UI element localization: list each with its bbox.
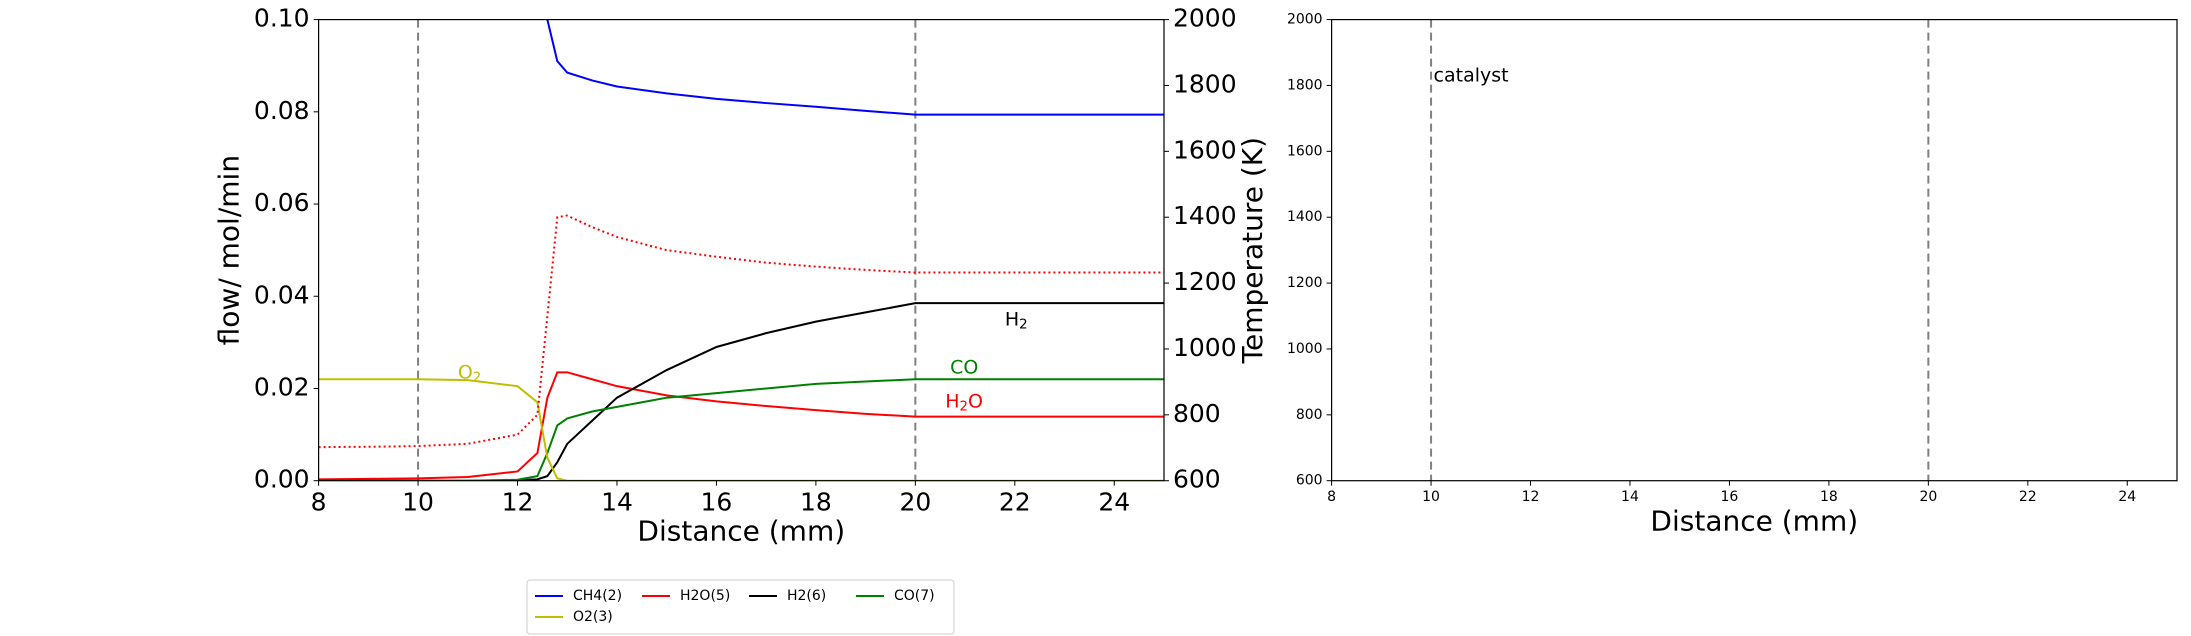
y-tick-label: 600 [1296, 473, 1323, 489]
x-tick-label: 22 [2019, 489, 2037, 505]
series-line [546, 19, 1164, 116]
panel: 8 10 12 14 16 18 20 22 24 600 800 1000 1200 1400 1600 1… [1287, 12, 2178, 538]
annotation-text: CO [950, 356, 978, 378]
axes-frame [1330, 19, 2178, 482]
y-tick-label: 1200 [1287, 275, 1323, 291]
series-line [318, 302, 1164, 481]
legend-label: H2O(5) [680, 588, 730, 604]
y2-tick-label: 1000 [1173, 333, 1237, 362]
annotation: catalyst [1434, 64, 1509, 86]
annotation-text: H [1005, 308, 1019, 330]
plot-area [318, 19, 1164, 481]
x-tick-label: 10 [1422, 489, 1440, 505]
x-tick-label: 18 [1820, 489, 1838, 505]
annotation: O2 [458, 361, 481, 386]
y2-tick-label: 1400 [1173, 201, 1237, 230]
x-tick-label: 16 [701, 488, 733, 517]
x-tick-label: 10 [402, 488, 434, 517]
x-tick-label: 8 [311, 488, 327, 517]
y-tick-label: 0.02 [254, 372, 310, 401]
annotation-text: O [458, 361, 473, 383]
y-tick-label: 0.06 [254, 188, 310, 217]
y-tick-label: 1600 [1287, 143, 1323, 159]
x-axis-label: Distance (mm) [637, 515, 845, 548]
legend-label: O2(3) [573, 609, 613, 625]
x-tick-label: 14 [1621, 489, 1639, 505]
y-tick-label: 2000 [1287, 12, 1323, 28]
legend-label: CH4(2) [573, 588, 622, 604]
legend-box [526, 579, 955, 635]
panel: 8 10 12 14 16 18 20 22 240.000.020.040.060.080.1… [213, 4, 1269, 635]
annotation-tail: O [968, 390, 983, 412]
axes-frame [318, 19, 1165, 482]
y2-tick-label: 1800 [1173, 69, 1237, 98]
y2-tick-label: 600 [1173, 465, 1221, 494]
y2-tick-label: 800 [1173, 399, 1221, 428]
annotation: CO [950, 356, 978, 378]
annotation-sub: 2 [473, 370, 481, 385]
x-tick-label: 8 [1327, 489, 1336, 505]
x-tick-label: 20 [1919, 489, 1937, 505]
x-tick-label: 14 [601, 488, 633, 517]
y-tick-label: 1000 [1287, 341, 1323, 357]
series-line [318, 371, 1164, 481]
y-tick-label: 1800 [1287, 77, 1323, 93]
series-line [318, 378, 1164, 481]
y2-tick-label: 2000 [1173, 4, 1237, 33]
y2-tick-label: 1200 [1173, 267, 1237, 296]
x-tick-label: 24 [2118, 489, 2136, 505]
y2-tick-label: 1600 [1173, 135, 1237, 164]
annotation-text: catalyst [1434, 64, 1509, 86]
y-tick-label: 0.04 [254, 280, 310, 309]
x-tick-label: 24 [1098, 488, 1130, 517]
y2-axis-label: Temperature (K) [1236, 137, 1269, 364]
x-tick-label: 20 [899, 488, 931, 517]
x-tick-label: 12 [1522, 489, 1540, 505]
annotation-text: H [945, 390, 959, 412]
y-tick-label: 0.10 [254, 4, 310, 33]
series-line [318, 378, 1164, 481]
series-line [318, 214, 1164, 449]
x-tick-label: 18 [800, 488, 832, 517]
annotation-sub: 2 [959, 399, 967, 414]
y-tick-label: 0.00 [254, 465, 310, 494]
annotation: H2 [1005, 308, 1028, 333]
x-tick-label: 12 [502, 488, 534, 517]
annotation-sub: 2 [1019, 317, 1027, 332]
legend-label: CO(7) [894, 588, 935, 604]
y-axis-label: flow/ mol/min [213, 155, 246, 345]
y-tick-label: 0.08 [254, 96, 310, 125]
y-tick-label: 1400 [1287, 209, 1323, 225]
x-axis-label: Distance (mm) [1650, 505, 1858, 538]
y-tick-label: 800 [1296, 407, 1323, 423]
x-tick-label: 22 [999, 488, 1031, 517]
annotation: H2O [945, 390, 983, 415]
legend-label: H2(6) [787, 588, 826, 604]
x-tick-label: 16 [1721, 489, 1739, 505]
